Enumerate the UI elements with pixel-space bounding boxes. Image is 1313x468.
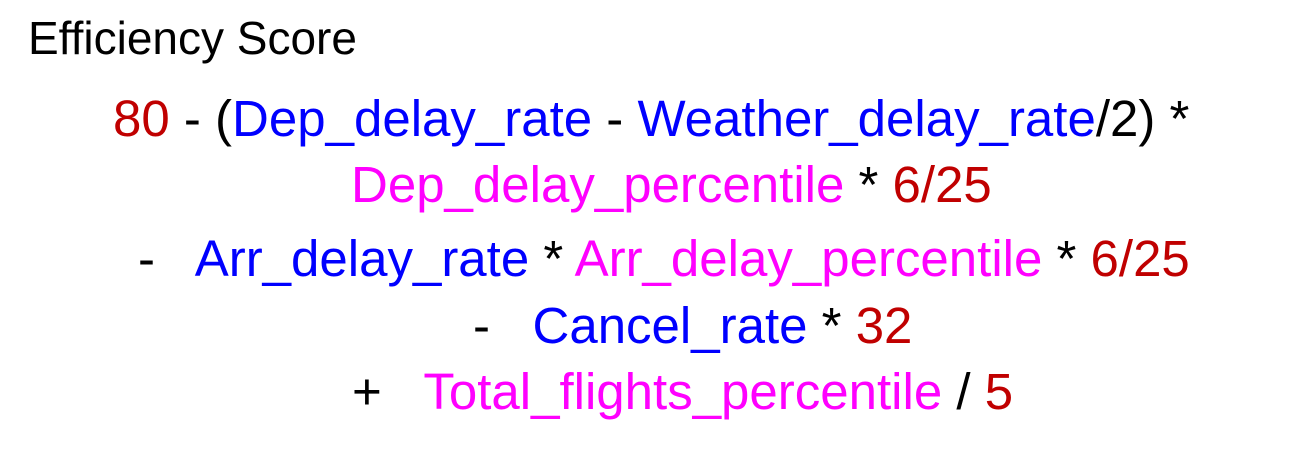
constant-32: 32	[855, 297, 913, 354]
constant-80: 80	[113, 90, 170, 147]
operator-multiply: *	[844, 156, 893, 213]
formula-title: Efficiency Score	[28, 12, 357, 64]
variable-arr-delay-rate: Arr_delay_rate	[194, 230, 530, 287]
operator-open-paren: - (	[169, 90, 233, 147]
constant-6-25: 6/25	[892, 156, 992, 213]
formula-line-3: - Arr_delay_rate * Arr_delay_percentile …	[138, 228, 1190, 290]
formula-line-5: + Total_flights_percentile / 5	[352, 361, 1013, 423]
variable-arr-delay-percentile: Arr_delay_percentile	[574, 230, 1043, 287]
constant-6-25: 6/25	[1090, 230, 1190, 287]
operator-divide: /	[942, 363, 985, 420]
operator-multiply: *	[529, 230, 575, 287]
operator-close-paren: /2) *	[1095, 90, 1190, 147]
formula-line-4: - Cancel_rate * 32	[473, 295, 912, 357]
formula-line-2: Dep_delay_percentile * 6/25	[351, 154, 992, 216]
operator-minus: -	[592, 90, 638, 147]
variable-weather-delay-rate: Weather_delay_rate	[637, 90, 1096, 147]
variable-cancel-rate: Cancel_rate	[532, 297, 808, 354]
operator-plus: +	[352, 363, 424, 420]
variable-dep-delay-rate: Dep_delay_rate	[232, 90, 593, 147]
operator-minus: -	[138, 230, 195, 287]
operator-minus: -	[473, 297, 533, 354]
formula-line-1: 80 - (Dep_delay_rate - Weather_delay_rat…	[113, 88, 1189, 150]
constant-5: 5	[984, 363, 1014, 420]
operator-multiply: *	[1042, 230, 1091, 287]
variable-dep-delay-percentile: Dep_delay_percentile	[351, 156, 845, 213]
variable-total-flights-percentile: Total_flights_percentile	[423, 363, 943, 420]
operator-multiply: *	[807, 297, 856, 354]
